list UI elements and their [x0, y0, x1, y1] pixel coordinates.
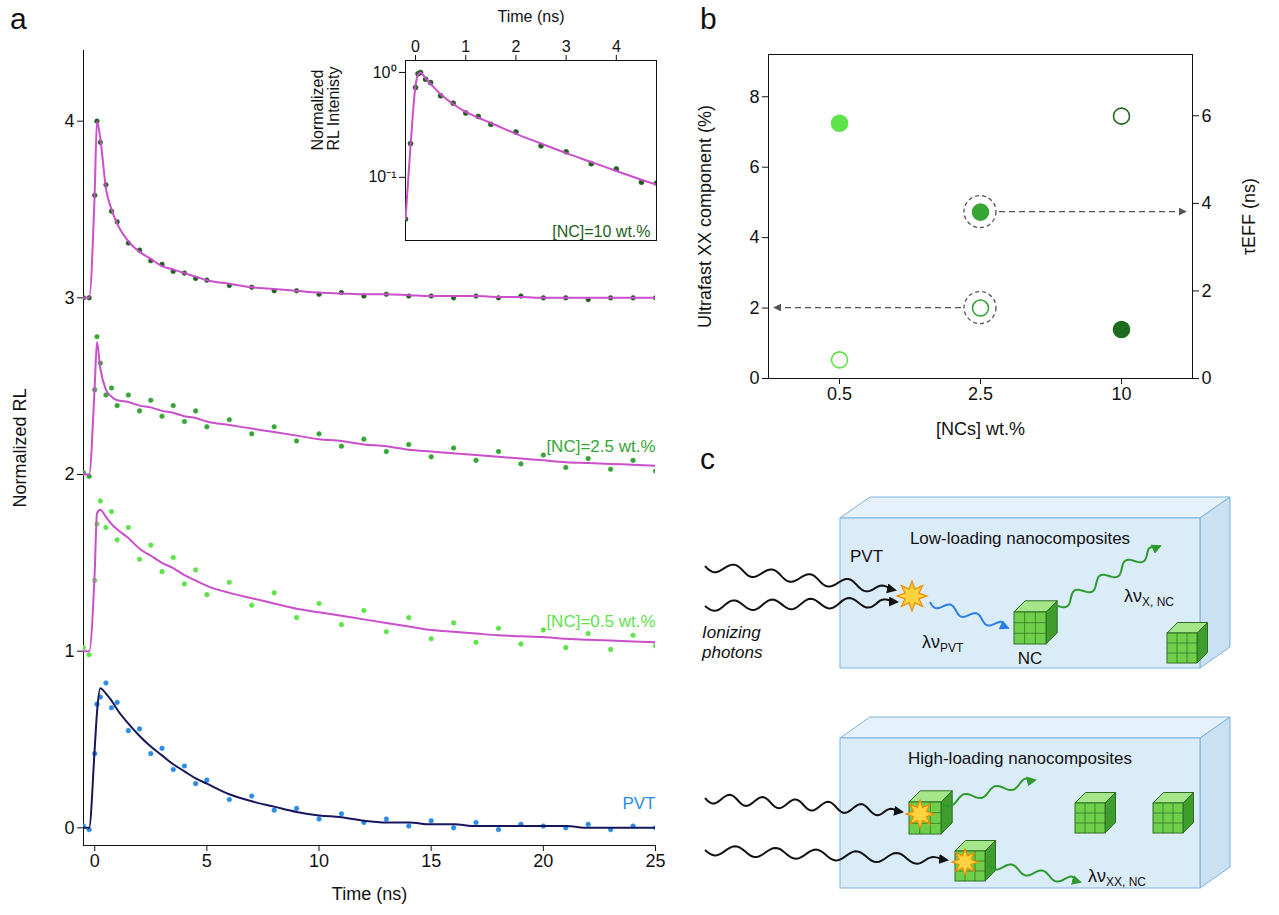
svg-text:[NCs] wt.%: [NCs] wt.% [936, 419, 1025, 439]
svg-text:20: 20 [533, 851, 553, 871]
svg-text:PVT: PVT [622, 794, 655, 813]
svg-text:λνPVT: λνPVT [922, 632, 964, 655]
svg-text:3: 3 [562, 38, 571, 55]
svg-text:4: 4 [64, 111, 74, 131]
svg-text:5: 5 [202, 851, 212, 871]
html-text:a: a [10, 2, 27, 35]
svg-text:Low-loading nanocomposites: Low-loading nanocomposites [910, 529, 1130, 548]
svg-text:10⁻¹: 10⁻¹ [368, 168, 396, 185]
svg-text:6: 6 [749, 157, 759, 177]
svg-text:0: 0 [411, 38, 420, 55]
svg-text:8: 8 [749, 87, 759, 107]
svg-text:[NC]=10 wt.%: [NC]=10 wt.% [552, 223, 650, 240]
svg-text:4: 4 [1202, 193, 1212, 213]
svg-text:10: 10 [1111, 384, 1131, 404]
svg-text:10⁰: 10⁰ [373, 64, 397, 81]
svg-text:4: 4 [612, 38, 621, 55]
svg-text:25: 25 [645, 851, 665, 871]
svg-text:High-loading nanocomposites: High-loading nanocomposites [908, 749, 1132, 768]
svg-text:Normalized RL: Normalized RL [10, 388, 30, 507]
svg-text:Time (ns): Time (ns) [498, 8, 565, 25]
html-text:c: c [700, 442, 715, 475]
html-text:b: b [700, 2, 717, 35]
svg-text:τEFF (ns): τEFF (ns) [1239, 178, 1259, 255]
svg-text:NormalizedRL Intenisty: NormalizedRL Intenisty [309, 67, 342, 151]
svg-text:3: 3 [64, 288, 74, 308]
svg-text:Ultrafast XX component (%): Ultrafast XX component (%) [695, 105, 715, 328]
svg-text:10: 10 [309, 851, 329, 871]
svg-text:Ionizing: Ionizing [702, 623, 761, 642]
svg-text:PVT: PVT [850, 547, 883, 566]
svg-text:6: 6 [1202, 106, 1212, 126]
svg-text:15: 15 [421, 851, 441, 871]
svg-text:[NC]=2.5 wt.%: [NC]=2.5 wt.% [546, 437, 655, 456]
svg-text:1: 1 [461, 38, 470, 55]
svg-text:NC: NC [1018, 649, 1043, 668]
svg-text:2: 2 [64, 464, 74, 484]
svg-text:0: 0 [1202, 368, 1212, 388]
svg-text:2.5: 2.5 [968, 384, 993, 404]
svg-text:λνX, NC: λνX, NC [1124, 586, 1174, 609]
svg-text:0: 0 [90, 851, 100, 871]
svg-text:λνXX, NC: λνXX, NC [1088, 866, 1146, 889]
svg-text:2: 2 [1202, 281, 1212, 301]
svg-text:[NC]=0.5 wt.%: [NC]=0.5 wt.% [546, 612, 655, 631]
svg-text:Time (ns): Time (ns) [332, 884, 407, 904]
svg-text:0: 0 [749, 368, 759, 388]
svg-text:2: 2 [749, 298, 759, 318]
svg-text:4: 4 [749, 227, 759, 247]
svg-text:2: 2 [511, 38, 520, 55]
svg-text:0.5: 0.5 [827, 384, 852, 404]
svg-text:1: 1 [64, 641, 74, 661]
svg-text:photons: photons [701, 643, 763, 662]
svg-text:0: 0 [64, 818, 74, 838]
